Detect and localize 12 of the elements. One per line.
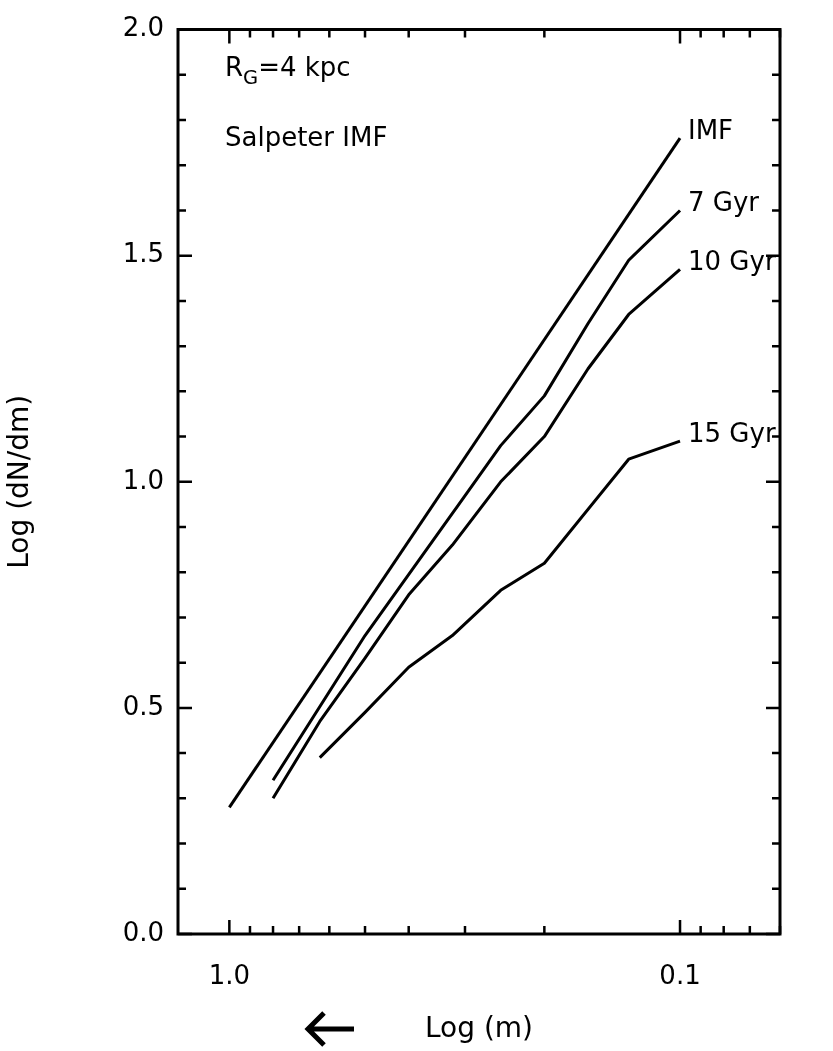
y-tick-label: 0.0: [122, 916, 164, 947]
x-tick-label: 0.1: [659, 960, 701, 991]
annotation: Salpeter IMF: [225, 122, 388, 153]
y-axis-title: Log (dN/dm): [2, 394, 36, 569]
legend-label: 15 Gyr: [688, 417, 776, 448]
y-tick-label: 1.5: [122, 238, 164, 269]
y-tick-label: 1.0: [122, 464, 164, 495]
y-tick-label: 2.0: [122, 12, 164, 43]
y-tick-label: 0.5: [122, 690, 164, 721]
x-axis-title: Log (m): [424, 1011, 534, 1045]
legend-label: 7 Gyr: [688, 187, 760, 218]
legend-label: IMF: [688, 114, 734, 145]
